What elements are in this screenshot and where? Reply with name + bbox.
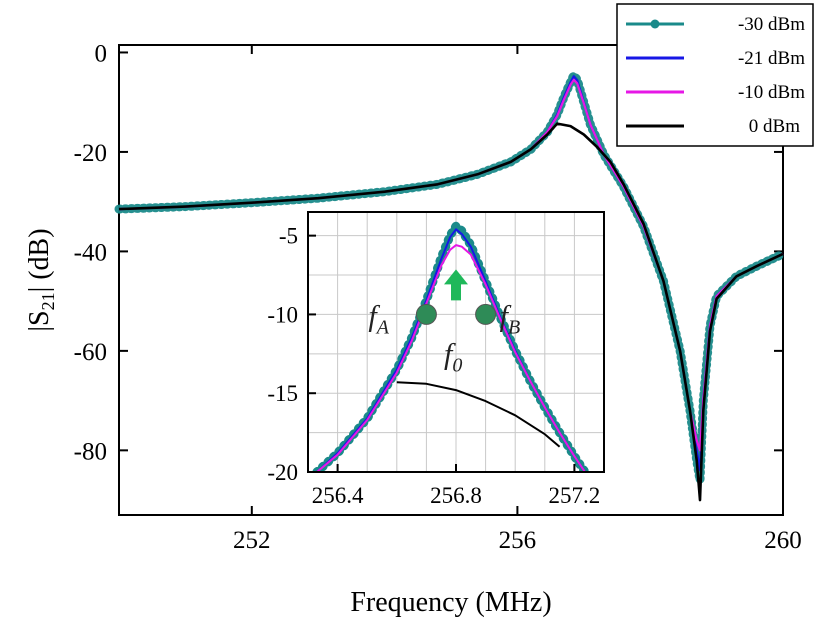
x-tick-label: 260 — [764, 527, 802, 554]
y-axis-title: |S21| (dB) — [24, 228, 58, 331]
inset-series-group — [312, 221, 591, 472]
inset-x-tick-label: 257.2 — [549, 483, 601, 508]
legend-marker — [650, 19, 660, 29]
inset-series-neg10dBm — [316, 244, 587, 472]
y-axis-title-suffix: | (dB) — [24, 228, 55, 292]
inset-y-tick-label: -10 — [267, 302, 298, 327]
legend-label: -10 dBm — [738, 82, 805, 103]
main-axis-ticks: 252 256 260 0 -20 -40 -60 -80 — [74, 40, 802, 554]
y-axis-title-sub: 21 — [38, 292, 58, 310]
fa-label-sub: A — [375, 316, 390, 338]
f0-arrow — [444, 269, 468, 301]
legend-label: 0 dBm — [749, 116, 800, 137]
inset-y-tick-label: -15 — [267, 381, 298, 406]
y-axis-title-prefix: |S — [24, 310, 55, 331]
main-plot-frame — [118, 44, 784, 516]
y-tick-label: -60 — [74, 339, 107, 366]
f0-label-sub: 0 — [452, 354, 462, 376]
legend: -30 dBm -21 dBm -10 dBm 0 dBm — [616, 3, 814, 147]
inset-y-tick-label: -5 — [279, 224, 298, 249]
inset-x-tick-label: 256.4 — [312, 483, 364, 508]
legend-label: -30 dBm — [738, 14, 805, 35]
inset-axis-ticks: 256.4 256.8 257.2 -5 -10 -15 -20 — [267, 224, 600, 508]
inset-x-tick-label: 256.8 — [430, 483, 482, 508]
series-line-0dBm — [118, 122, 784, 502]
main-series-group — [114, 70, 788, 502]
y-tick-label: -20 — [74, 140, 107, 167]
inset-clipped-series — [312, 221, 591, 472]
x-tick-label: 252 — [233, 527, 271, 554]
fb-point-marker — [475, 303, 497, 325]
legend-label: -21 dBm — [738, 48, 805, 69]
x-tick-label: 256 — [499, 527, 537, 554]
inset-y-tick-label: -20 — [267, 460, 298, 485]
fa-point-marker — [415, 303, 437, 325]
y-tick-label: -80 — [74, 438, 107, 465]
inset-series-0dBm — [396, 381, 561, 448]
legend-box — [616, 3, 814, 147]
fb-label-sub: B — [508, 316, 520, 338]
y-tick-label: 0 — [95, 40, 108, 67]
x-axis-title: Frequency (MHz) — [350, 587, 551, 618]
y-tick-label: -40 — [74, 239, 107, 266]
